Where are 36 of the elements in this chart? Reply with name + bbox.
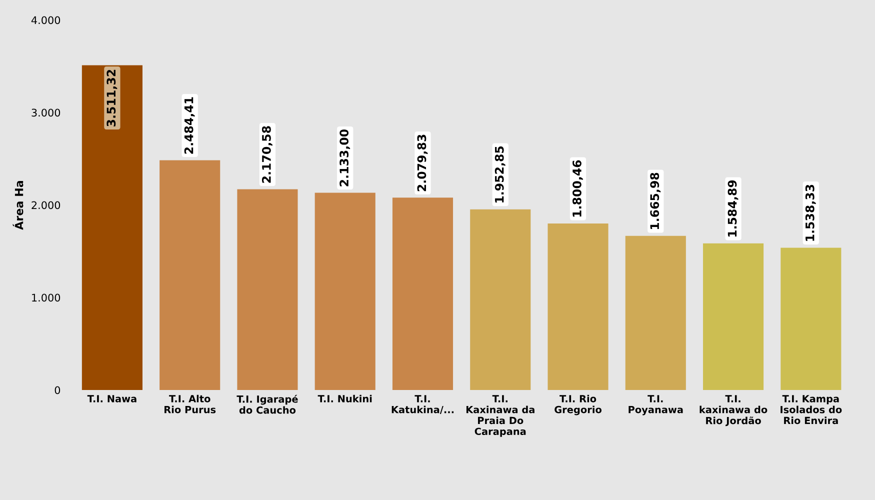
x-tick-label: T.I. Rio Gregorio	[554, 394, 602, 416]
y-tick-label: 4.000	[31, 16, 60, 24]
bar	[314, 192, 376, 390]
data-label: 1.800,46	[572, 160, 583, 217]
data-label: 2.079,83	[417, 134, 428, 192]
bar	[548, 223, 608, 390]
x-tick-label: T.I. Igarapé do Caucho	[236, 394, 298, 414]
data-label: 1.584,89	[728, 180, 738, 237]
x-tick-label: T.I. Poyanawa	[628, 395, 683, 416]
x-tick-label: T.I. Nawa	[87, 395, 136, 402]
bar	[470, 209, 531, 390]
x-tick-label: T.I. Kaxinawa da Praia Do Carapana	[466, 395, 534, 437]
data-label: 3.511,32	[106, 70, 118, 126]
x-tick-label: T.I. Kampa Isolados do Rio Envira	[780, 395, 842, 424]
bar	[780, 248, 842, 390]
y-tick-label: 2.000	[32, 201, 60, 210]
y-tick-label: 1.000	[32, 294, 60, 302]
x-tick-label: T.I. kaxinawa do Rio Jordão	[700, 395, 768, 426]
data-label: 1.665,98	[650, 172, 661, 230]
data-label: 1.952,85	[494, 146, 506, 202]
bar	[625, 236, 686, 390]
bar	[703, 243, 764, 390]
y-axis-title: Área Ha	[12, 180, 24, 230]
data-label: 2.133,00	[340, 129, 350, 186]
data-label: 1.538,33	[805, 184, 816, 241]
bar	[160, 160, 220, 390]
data-label: 2.170,58	[262, 126, 272, 183]
y-tick-label: 0	[54, 386, 60, 394]
x-tick-label: T.I. Alto Rio Purus	[164, 394, 216, 414]
bar	[392, 198, 454, 390]
bar	[237, 189, 298, 390]
x-tick-label: T.I. Nukini	[318, 394, 372, 402]
data-label: 2.484,41	[184, 97, 195, 154]
y-tick-label: 3.000	[32, 108, 60, 117]
x-tick-label: T.I. Katukina/...	[392, 395, 454, 414]
bar	[82, 65, 142, 390]
